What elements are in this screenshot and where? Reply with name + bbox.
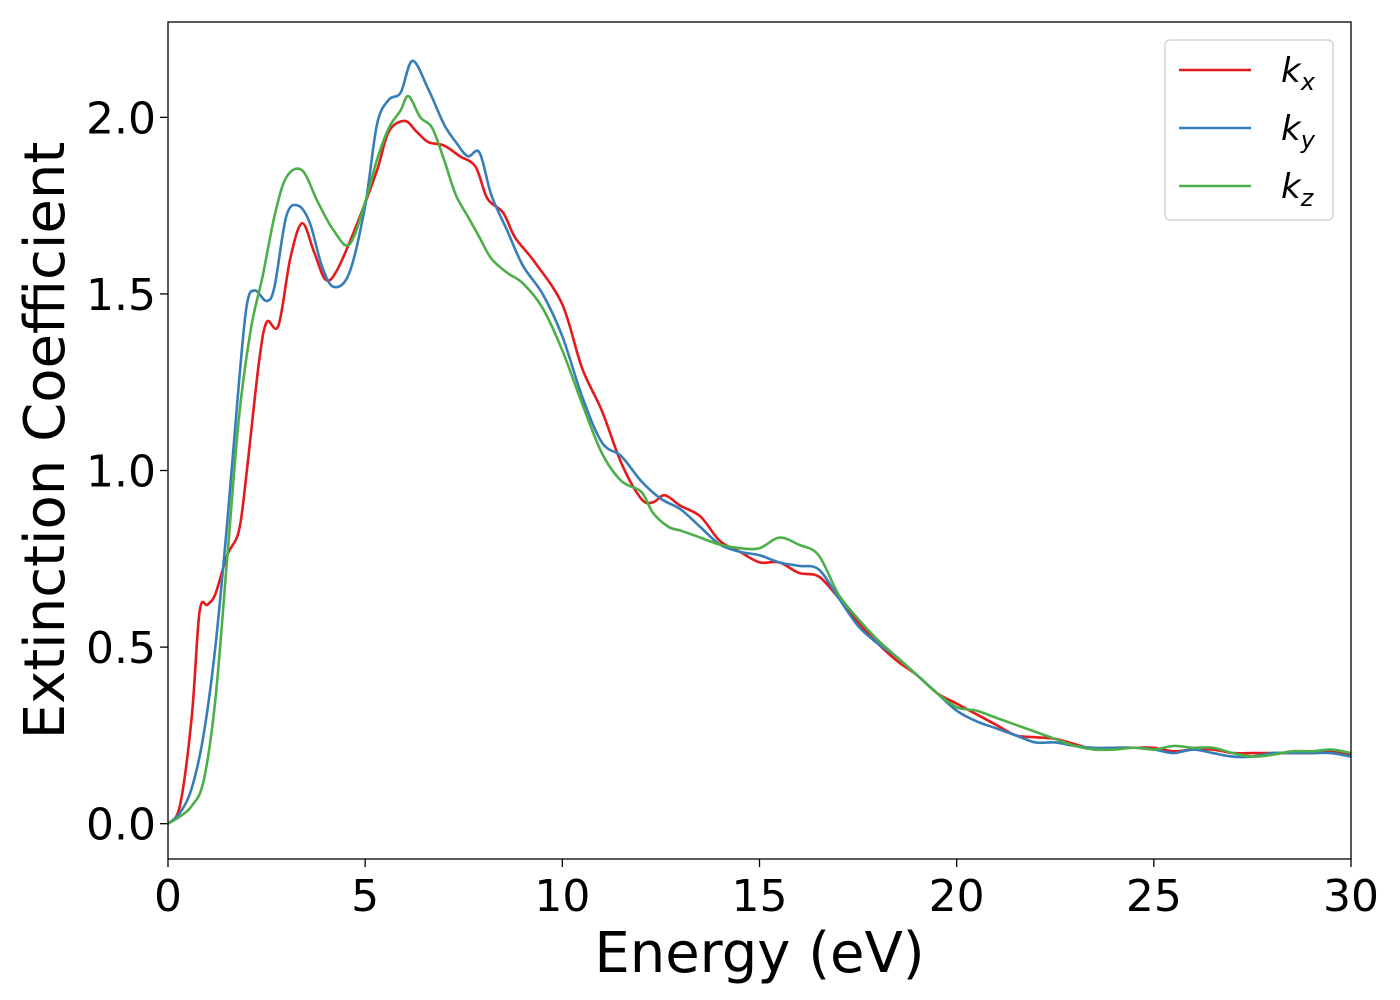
x-tick-label: 25 bbox=[1126, 871, 1182, 922]
y-tick-label: 0.0 bbox=[86, 800, 156, 851]
legend-label-subscript: x bbox=[1300, 68, 1316, 96]
x-tick-label: 10 bbox=[534, 871, 590, 922]
x-tick-label: 5 bbox=[351, 871, 379, 922]
legend-label-subscript: z bbox=[1300, 184, 1315, 212]
legend-label-ky: ky bbox=[1281, 109, 1316, 154]
y-tick-label: 1.5 bbox=[86, 270, 156, 321]
legend-label-kz: kz bbox=[1281, 167, 1315, 212]
legend-box bbox=[1164, 39, 1334, 221]
legend-label-subscript: y bbox=[1300, 126, 1316, 154]
series-layer bbox=[168, 59, 1351, 825]
series-line-kx bbox=[168, 119, 1351, 825]
y-tick-label: 0.5 bbox=[86, 623, 156, 674]
x-tick-label: 0 bbox=[154, 871, 182, 922]
y-tick-label: 1.0 bbox=[86, 447, 156, 498]
x-tick-label: 20 bbox=[929, 871, 985, 922]
series-line-ky bbox=[168, 59, 1351, 825]
legend-label-main: k bbox=[1281, 51, 1302, 91]
legend-label-main: k bbox=[1281, 167, 1302, 207]
x-tick-label: 30 bbox=[1323, 871, 1379, 922]
legend-label-kx: kx bbox=[1281, 51, 1316, 96]
y-tick-label: 2.0 bbox=[86, 93, 156, 144]
series-line-kz bbox=[168, 94, 1351, 825]
legend-label-main: k bbox=[1281, 109, 1302, 149]
x-axis: 0 5 10 15 20 25 30 bbox=[154, 859, 1379, 922]
x-axis-label: Energy (eV) bbox=[594, 921, 924, 986]
y-axis: 0.0 0.5 1.0 1.5 2.0 bbox=[86, 93, 168, 851]
x-tick-label: 15 bbox=[732, 871, 788, 922]
y-axis-label: Extinction Coefficient bbox=[13, 142, 78, 740]
